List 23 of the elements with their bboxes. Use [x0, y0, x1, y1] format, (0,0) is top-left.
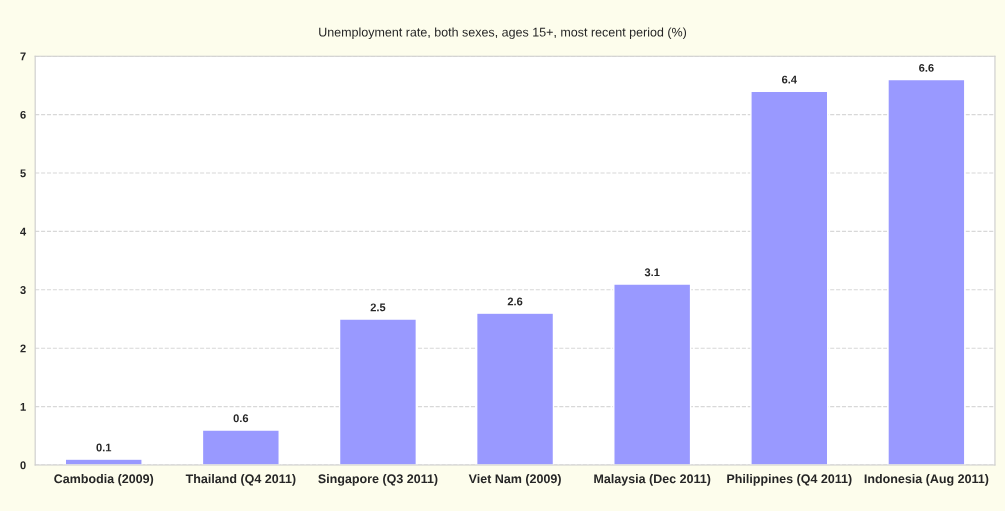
chart-title: Unemployment rate, both sexes, ages 15+, most recent period (%)	[319, 27, 687, 40]
y-tick-label: 7	[20, 52, 26, 61]
data-label: 0.6	[233, 414, 249, 423]
y-tick-label: 2	[20, 344, 26, 353]
x-tick-label: Cambodia (2009)	[54, 474, 154, 486]
x-tick-label: Thailand (Q4 2011)	[185, 474, 296, 486]
data-label: 6.6	[919, 63, 934, 72]
y-tick-label: 4	[20, 227, 27, 236]
y-tick-label: 0	[20, 461, 26, 470]
x-tick-label: Viet Nam (2009)	[468, 474, 561, 486]
x-tick-label: Indonesia (Aug 2011)	[864, 474, 989, 486]
y-tick-label: 3	[20, 286, 26, 294]
data-label: 3.1	[644, 268, 660, 277]
x-tick-label: Malaysia (Dec 2011)	[594, 474, 711, 486]
data-label: 2.5	[370, 303, 386, 312]
y-tick-label: 6	[20, 110, 26, 119]
y-tick-label: 5	[20, 169, 26, 178]
y-tick-label: 1	[20, 402, 26, 411]
x-tick-label: Philippines (Q4 2011)	[727, 474, 852, 486]
x-tick-label: Singapore (Q3 2011)	[318, 474, 438, 486]
data-label: 0.1	[96, 443, 112, 452]
data-label: 6.4	[781, 75, 797, 84]
data-label: 2.6	[507, 297, 523, 306]
